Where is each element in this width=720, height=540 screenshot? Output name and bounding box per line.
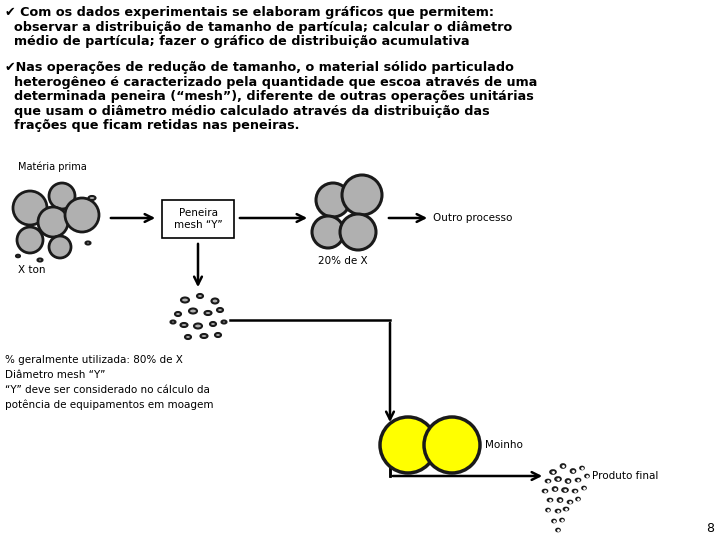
Ellipse shape	[575, 478, 580, 482]
Ellipse shape	[562, 488, 568, 492]
Text: ✔ Com os dados experimentais se elaboram gráficos que permitem:: ✔ Com os dados experimentais se elaboram…	[5, 6, 494, 19]
Ellipse shape	[185, 335, 191, 339]
Circle shape	[13, 191, 47, 225]
Ellipse shape	[200, 334, 207, 338]
Text: Outro processo: Outro processo	[433, 213, 513, 223]
Ellipse shape	[89, 196, 96, 200]
Circle shape	[312, 216, 344, 248]
Ellipse shape	[175, 312, 181, 316]
Ellipse shape	[560, 464, 565, 468]
Ellipse shape	[222, 321, 227, 323]
Text: que usam o diâmetro médio calculado através da distribuição das: que usam o diâmetro médio calculado atra…	[5, 105, 490, 118]
Text: Produto final: Produto final	[592, 471, 658, 481]
FancyBboxPatch shape	[162, 200, 234, 238]
Circle shape	[65, 198, 99, 232]
Ellipse shape	[194, 323, 202, 328]
Text: Moinho: Moinho	[485, 440, 523, 450]
Ellipse shape	[560, 518, 564, 522]
Ellipse shape	[546, 480, 551, 483]
Ellipse shape	[570, 469, 575, 473]
Ellipse shape	[212, 299, 218, 303]
Ellipse shape	[547, 498, 552, 502]
Ellipse shape	[582, 487, 586, 489]
Ellipse shape	[564, 508, 569, 510]
Circle shape	[49, 236, 71, 258]
Ellipse shape	[546, 509, 550, 511]
Text: Diâmetro mesh “Y”: Diâmetro mesh “Y”	[5, 370, 105, 380]
Text: 20% de X: 20% de X	[318, 256, 368, 266]
Ellipse shape	[556, 510, 560, 512]
Ellipse shape	[557, 498, 562, 502]
Ellipse shape	[580, 467, 584, 469]
Ellipse shape	[189, 308, 197, 314]
Ellipse shape	[197, 294, 203, 298]
Text: médio de partícula; fazer o gráfico de distribuição acumulativa: médio de partícula; fazer o gráfico de d…	[5, 35, 469, 48]
Text: % geralmente utilizada: 80% de X: % geralmente utilizada: 80% de X	[5, 355, 183, 365]
Ellipse shape	[552, 519, 556, 523]
Ellipse shape	[576, 497, 580, 501]
Circle shape	[340, 214, 376, 250]
Text: observar a distribuição de tamanho de partícula; calcular o diâmetro: observar a distribuição de tamanho de pa…	[5, 21, 512, 33]
Circle shape	[38, 207, 68, 237]
Ellipse shape	[86, 241, 91, 245]
Text: determinada peneira (“mesh”), diferente de outras operações unitárias: determinada peneira (“mesh”), diferente …	[5, 90, 534, 103]
Text: 8: 8	[706, 522, 714, 535]
Ellipse shape	[552, 487, 557, 491]
Circle shape	[316, 183, 350, 217]
Circle shape	[380, 417, 436, 473]
Ellipse shape	[215, 333, 221, 337]
Circle shape	[424, 417, 480, 473]
Text: potência de equipamentos em moagem: potência de equipamentos em moagem	[5, 400, 214, 410]
Ellipse shape	[37, 259, 42, 261]
Ellipse shape	[542, 489, 547, 492]
Ellipse shape	[585, 475, 589, 477]
Ellipse shape	[171, 321, 176, 323]
Ellipse shape	[181, 323, 187, 327]
Ellipse shape	[556, 529, 560, 531]
Text: X ton: X ton	[18, 265, 45, 275]
Text: “Y” deve ser considerado no cálculo da: “Y” deve ser considerado no cálculo da	[5, 385, 210, 395]
Ellipse shape	[572, 489, 577, 492]
Text: Matéria prima: Matéria prima	[18, 161, 86, 172]
Ellipse shape	[16, 255, 20, 257]
Ellipse shape	[567, 501, 572, 503]
Circle shape	[49, 183, 75, 209]
Text: Peneira
mesh “Y”: Peneira mesh “Y”	[174, 208, 222, 230]
Ellipse shape	[555, 477, 561, 481]
Ellipse shape	[565, 479, 570, 483]
Ellipse shape	[217, 308, 223, 312]
Circle shape	[342, 175, 382, 215]
Ellipse shape	[210, 322, 216, 326]
Text: heterogêneo é caracterizado pela quantidade que escoa através de uma: heterogêneo é caracterizado pela quantid…	[5, 76, 537, 89]
Ellipse shape	[181, 298, 189, 302]
Text: frações que ficam retidas nas peneiras.: frações que ficam retidas nas peneiras.	[5, 119, 300, 132]
Text: ✔Nas operações de redução de tamanho, o material sólido particulado: ✔Nas operações de redução de tamanho, o …	[5, 61, 514, 74]
Ellipse shape	[550, 470, 556, 474]
Ellipse shape	[204, 311, 212, 315]
Circle shape	[17, 227, 43, 253]
